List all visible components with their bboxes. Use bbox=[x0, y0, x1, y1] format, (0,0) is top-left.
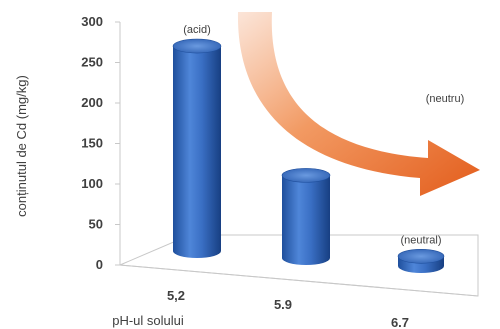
y-tick-label: 0 bbox=[96, 257, 103, 272]
floor-front-edge bbox=[119, 264, 479, 297]
bars-group: (acid) (neutral) bbox=[172, 24, 445, 273]
y-tick-label: 300 bbox=[81, 14, 103, 29]
annotation-neutru: (neutru) bbox=[426, 93, 465, 105]
bar-annotation: (neutral) bbox=[401, 234, 442, 246]
y-tick-label: 250 bbox=[81, 55, 103, 70]
category-labels: 5,2 5.9 6.7 bbox=[167, 288, 409, 329]
x-axis-label: pH-ul solului bbox=[112, 313, 184, 328]
y-axis-label: conținutul de Cd (mg/kg) bbox=[14, 75, 29, 217]
bar-top bbox=[172, 38, 222, 54]
y-tick-label: 150 bbox=[81, 136, 103, 151]
bar-top bbox=[397, 248, 445, 264]
trend-arrow bbox=[237, 12, 480, 196]
bar-body bbox=[173, 46, 221, 258]
bar-top bbox=[281, 168, 331, 183]
y-tick-group: 0 50 100 150 200 250 300 bbox=[81, 14, 120, 272]
y-tick-label: 100 bbox=[81, 176, 103, 191]
bar-annotation: (acid) bbox=[183, 24, 211, 36]
bar-body bbox=[282, 175, 330, 265]
y-tick-label: 200 bbox=[81, 95, 103, 110]
bar-3 bbox=[397, 248, 445, 273]
x-tick-label: 5.9 bbox=[274, 297, 292, 312]
x-tick-label: 5,2 bbox=[167, 288, 185, 303]
y-tick-label: 50 bbox=[89, 217, 103, 232]
x-tick-label: 6.7 bbox=[391, 315, 409, 329]
bar-1 bbox=[172, 38, 222, 258]
bar-2 bbox=[281, 168, 331, 265]
